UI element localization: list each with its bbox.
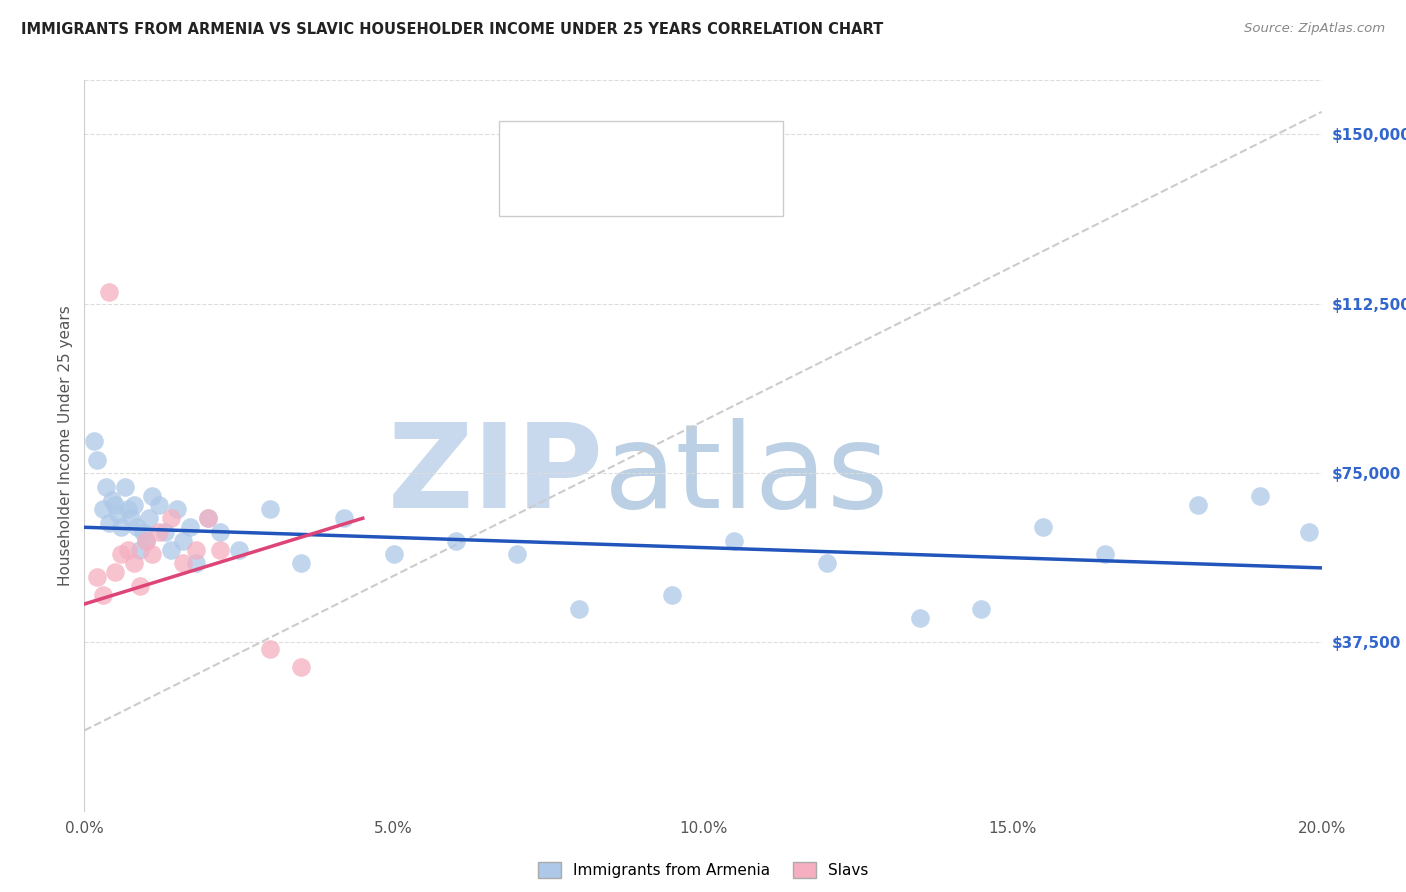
Text: ZIP: ZIP	[388, 417, 605, 533]
Point	[132, 524, 155, 539]
Point	[148, 524, 170, 539]
Point	[179, 520, 201, 534]
Point	[86, 570, 108, 584]
Point	[135, 533, 157, 548]
Text: Source: ZipAtlas.com: Source: ZipAtlas.com	[1244, 22, 1385, 36]
Point	[1094, 547, 1116, 561]
Point	[209, 524, 232, 539]
Point	[209, 542, 232, 557]
Point	[104, 566, 127, 580]
Point	[125, 520, 148, 534]
Point	[148, 498, 170, 512]
Point	[91, 502, 114, 516]
Point	[815, 557, 838, 571]
Text: 0.229: 0.229	[596, 182, 648, 200]
Point	[568, 601, 591, 615]
Point	[723, 533, 745, 548]
Point	[444, 533, 467, 548]
FancyBboxPatch shape	[499, 120, 783, 216]
Point	[166, 502, 188, 516]
Y-axis label: Householder Income Under 25 years: Householder Income Under 25 years	[58, 306, 73, 586]
Point	[122, 498, 145, 512]
Point	[259, 642, 281, 657]
Point	[160, 511, 183, 525]
Point	[101, 493, 124, 508]
Point	[117, 542, 139, 557]
Text: N =: N =	[664, 140, 697, 154]
Point	[122, 557, 145, 571]
Text: IMMIGRANTS FROM ARMENIA VS SLAVIC HOUSEHOLDER INCOME UNDER 25 YEARS CORRELATION : IMMIGRANTS FROM ARMENIA VS SLAVIC HOUSEH…	[21, 22, 883, 37]
Text: 46: 46	[707, 138, 730, 156]
Point	[1032, 520, 1054, 534]
Point	[160, 542, 183, 557]
Point	[197, 511, 219, 525]
Point	[98, 285, 121, 300]
Point	[141, 489, 163, 503]
Point	[83, 434, 105, 449]
Text: R =: R =	[553, 140, 586, 154]
Point	[91, 588, 114, 602]
Point	[117, 502, 139, 516]
Point	[138, 511, 160, 525]
Text: atlas: atlas	[605, 417, 890, 533]
FancyBboxPatch shape	[422, 105, 630, 189]
Point	[114, 480, 136, 494]
Point	[120, 511, 142, 525]
Point	[1298, 524, 1320, 539]
Point	[333, 511, 356, 525]
Point	[290, 660, 312, 674]
Text: -0.155: -0.155	[596, 138, 655, 156]
Point	[107, 507, 129, 521]
Point	[129, 579, 152, 593]
Point	[259, 502, 281, 516]
Point	[141, 547, 163, 561]
Point	[290, 557, 312, 571]
Point	[172, 557, 194, 571]
Point	[661, 588, 683, 602]
Point	[382, 547, 405, 561]
Point	[94, 480, 117, 494]
Point	[153, 524, 176, 539]
Text: 18: 18	[707, 182, 730, 200]
Point	[1249, 489, 1271, 503]
Point	[98, 516, 121, 530]
Point	[129, 542, 152, 557]
Point	[104, 498, 127, 512]
Point	[86, 452, 108, 467]
Point	[228, 542, 250, 557]
Point	[1187, 498, 1209, 512]
FancyBboxPatch shape	[422, 149, 630, 233]
Point	[184, 542, 207, 557]
Point	[197, 511, 219, 525]
Legend: Immigrants from Armenia, Slavs: Immigrants from Armenia, Slavs	[531, 856, 875, 885]
Point	[506, 547, 529, 561]
Text: N =: N =	[664, 184, 697, 198]
Point	[110, 547, 132, 561]
Point	[172, 533, 194, 548]
Point	[908, 610, 931, 624]
Point	[110, 520, 132, 534]
Point	[135, 533, 157, 548]
Point	[970, 601, 993, 615]
Text: R =: R =	[553, 184, 586, 198]
Point	[184, 557, 207, 571]
